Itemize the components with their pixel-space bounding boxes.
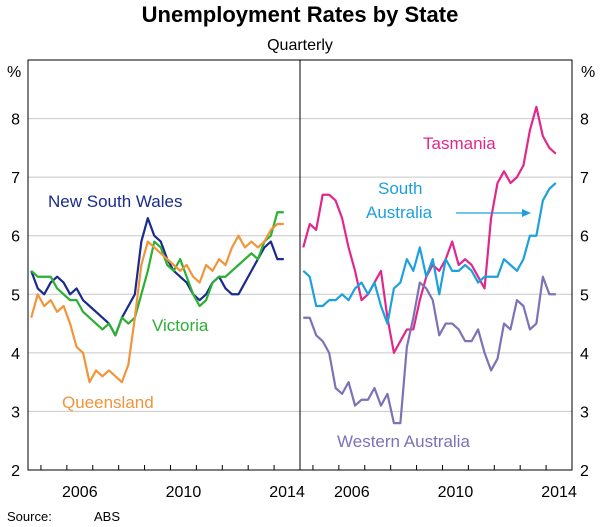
legend-label-tasmania: Tasmania bbox=[423, 134, 496, 153]
legend-label-south-australia-line1: South bbox=[378, 179, 422, 198]
unit-label-right: % bbox=[581, 64, 595, 81]
legend-label-queensland: Queensland bbox=[62, 393, 154, 412]
y-tick-label-left-7: 7 bbox=[11, 170, 20, 187]
series-lines bbox=[30, 105, 557, 425]
south-australia-arrow-head bbox=[522, 209, 531, 217]
y-tick-label-left-4: 4 bbox=[11, 346, 20, 363]
y-tick-label-left-2: 2 bbox=[11, 463, 20, 480]
gridlines bbox=[28, 118, 572, 412]
chart-title: Unemployment Rates by State bbox=[142, 2, 459, 27]
series-line-western-australia bbox=[303, 275, 556, 425]
series-line-new-south-wales bbox=[30, 217, 284, 337]
y-tick-label-right-2: 2 bbox=[580, 463, 589, 480]
legend-label-south-australia-line2: Australia bbox=[366, 203, 433, 222]
chart-subtitle: Quarterly bbox=[267, 37, 333, 54]
x-tick-label-left-2010: 2010 bbox=[166, 484, 202, 501]
y-tick-label-left-6: 6 bbox=[11, 229, 20, 246]
y-tick-label-right-3: 3 bbox=[580, 404, 589, 421]
source-value: ABS bbox=[94, 509, 120, 524]
x-tick-label-left-2014: 2014 bbox=[269, 484, 305, 501]
x-tick-label-right-2010: 2010 bbox=[438, 484, 474, 501]
legend-label-victoria: Victoria bbox=[152, 316, 209, 335]
series-line-victoria bbox=[30, 211, 284, 337]
y-tick-label-left-5: 5 bbox=[11, 287, 20, 304]
source-label: Source: bbox=[7, 509, 52, 524]
x-tick-label-right-2006: 2006 bbox=[334, 484, 370, 501]
y-tick-label-right-5: 5 bbox=[580, 287, 589, 304]
series-line-queensland bbox=[30, 222, 284, 384]
y-tick-label-right-4: 4 bbox=[580, 346, 589, 363]
y-tick-label-right-8: 8 bbox=[580, 112, 589, 129]
y-tick-label-left-3: 3 bbox=[11, 404, 20, 421]
series-line-south-australia bbox=[302, 182, 557, 325]
y-tick-label-right-7: 7 bbox=[580, 170, 589, 187]
x-tick-label-right-2014: 2014 bbox=[541, 484, 577, 501]
legend-label-new-south-wales: New South Wales bbox=[48, 192, 182, 211]
legend-label-western-australia: Western Australia bbox=[337, 432, 470, 451]
y-tick-label-right-6: 6 bbox=[580, 229, 589, 246]
y-tick-label-left-8: 8 bbox=[11, 112, 20, 129]
x-tick-label-left-2006: 2006 bbox=[62, 484, 98, 501]
unit-label-left: % bbox=[7, 64, 21, 81]
